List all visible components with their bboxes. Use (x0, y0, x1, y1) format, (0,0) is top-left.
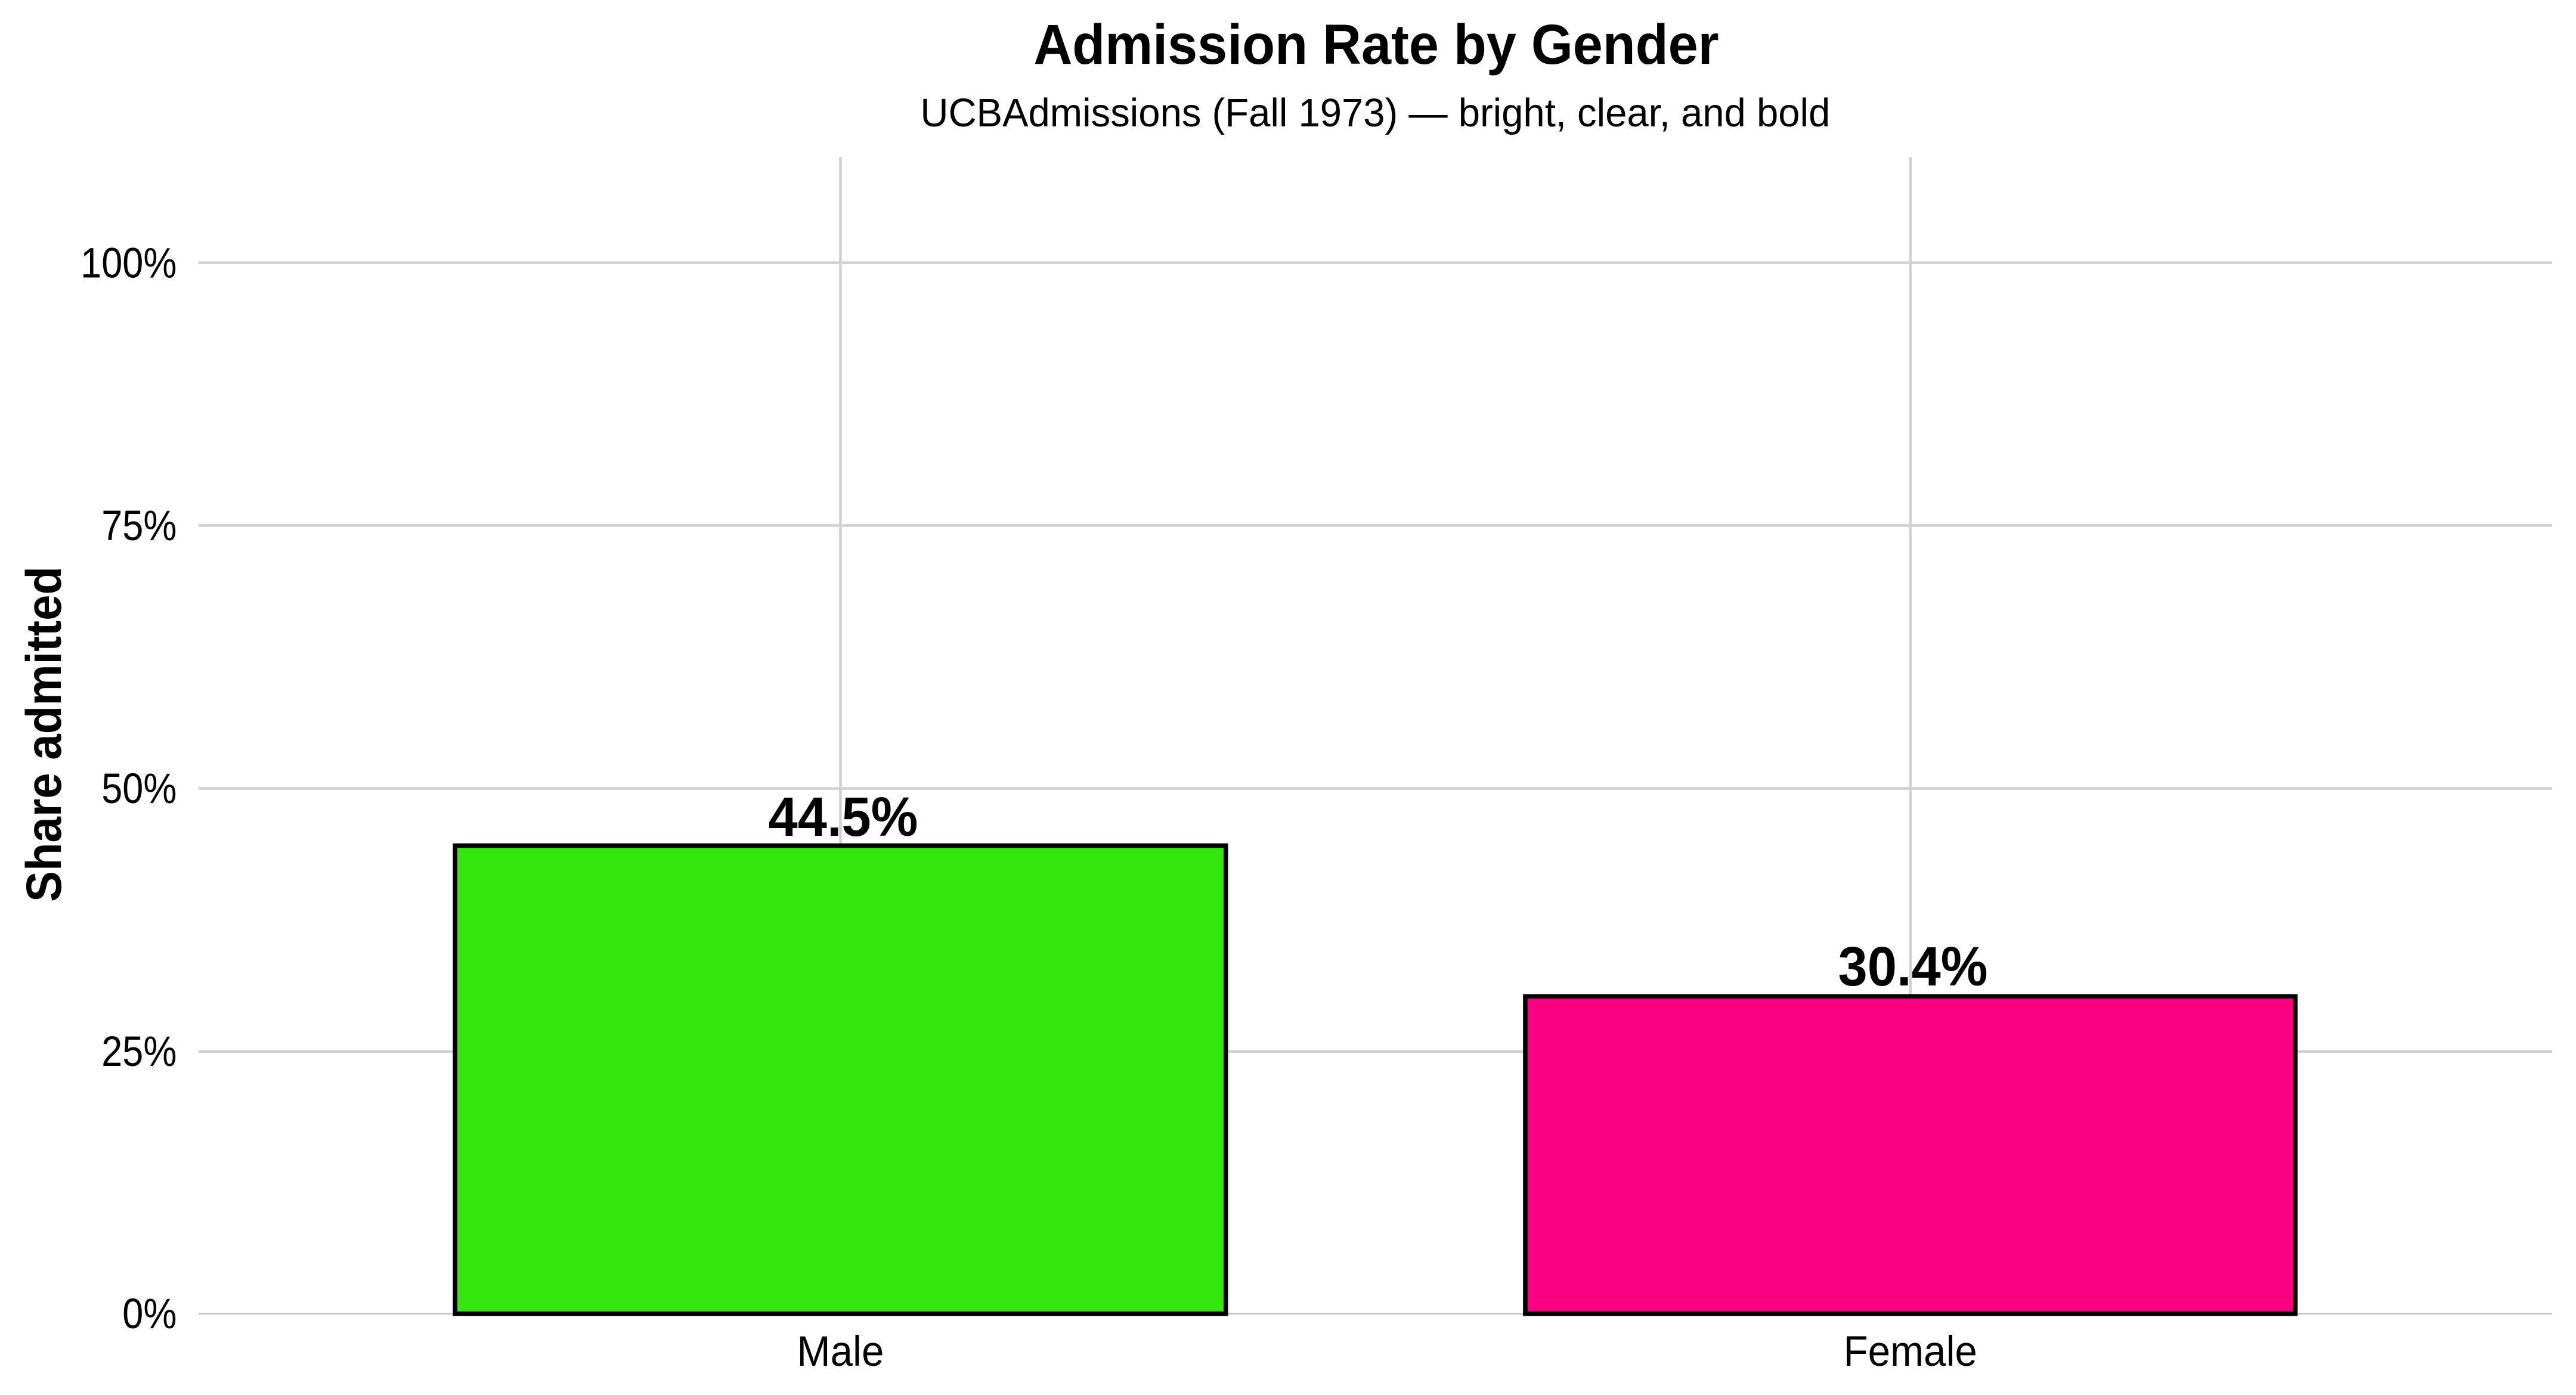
svg-text:100%: 100% (80, 240, 177, 287)
svg-text:UCBAdmissions (Fall 1973) — br: UCBAdmissions (Fall 1973) — bright, clea… (920, 91, 1830, 135)
svg-text:Male: Male (797, 1327, 884, 1375)
svg-text:Share admitted: Share admitted (17, 566, 72, 902)
svg-text:44.5%: 44.5% (769, 786, 918, 848)
svg-text:30.4%: 30.4% (1838, 936, 1988, 997)
svg-text:Admission Rate by Gender: Admission Rate by Gender (1033, 13, 1719, 76)
svg-text:0%: 0% (122, 1291, 177, 1338)
svg-text:Female: Female (1843, 1327, 1977, 1375)
svg-text:25%: 25% (101, 1028, 177, 1075)
svg-text:50%: 50% (101, 765, 177, 813)
svg-text:75%: 75% (101, 503, 177, 550)
